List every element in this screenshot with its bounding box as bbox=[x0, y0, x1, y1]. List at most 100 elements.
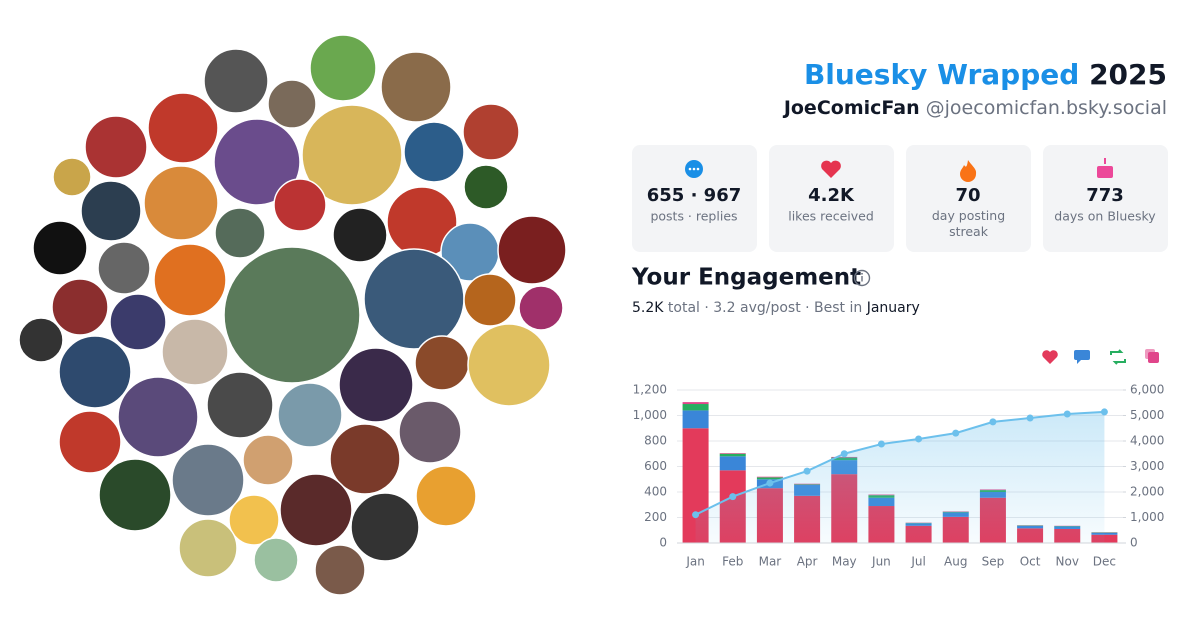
reply-icon bbox=[685, 160, 703, 178]
line-point bbox=[952, 430, 959, 437]
line-point bbox=[692, 511, 699, 518]
stat-value: 4.2K bbox=[808, 185, 855, 206]
x-tick-label: Nov bbox=[1056, 555, 1079, 569]
avatar bbox=[53, 158, 91, 196]
avatar bbox=[415, 336, 469, 390]
y2-tick-label: 4,000 bbox=[1130, 434, 1164, 448]
line-point bbox=[989, 418, 996, 425]
line-point bbox=[1101, 408, 1108, 415]
y2-tick-label: 6,000 bbox=[1130, 383, 1164, 397]
avatar bbox=[179, 519, 237, 577]
avatar bbox=[224, 247, 360, 383]
line-point bbox=[729, 493, 736, 500]
avatar bbox=[310, 35, 376, 101]
avatar bbox=[59, 411, 121, 473]
avatar bbox=[280, 474, 352, 546]
legend-repost bbox=[1111, 350, 1125, 364]
y2-tick-label: 2,000 bbox=[1130, 485, 1164, 499]
stat-label-box: day posting streak bbox=[916, 208, 1021, 244]
bar-segment bbox=[683, 404, 709, 410]
avatar bbox=[33, 221, 87, 275]
x-tick-label: Apr bbox=[797, 555, 818, 569]
avatar bbox=[85, 116, 147, 178]
bar-segment bbox=[720, 453, 746, 454]
y-tick-label: 1,000 bbox=[633, 408, 667, 422]
avatar bbox=[464, 274, 516, 326]
bar-segment bbox=[683, 410, 709, 428]
stat-value: 655 · 967 bbox=[647, 185, 742, 206]
total: 5.2K bbox=[632, 300, 664, 316]
stat-label: posts · replies bbox=[650, 209, 737, 224]
avatar bbox=[399, 401, 461, 463]
bar-segment bbox=[757, 477, 783, 479]
avatar bbox=[463, 104, 519, 160]
y-tick-label: 800 bbox=[644, 434, 667, 448]
title: Bluesky Wrapped 2025 bbox=[804, 58, 1167, 91]
avatar bbox=[339, 348, 413, 422]
line-point bbox=[878, 441, 885, 448]
avatar bbox=[204, 49, 268, 113]
stat-label: day posting streak bbox=[916, 208, 1021, 240]
avatar bbox=[19, 318, 63, 362]
summary-text: total · 3.2 avg/post · Best in bbox=[668, 300, 862, 316]
y2-tick-label: 5,000 bbox=[1130, 408, 1164, 422]
avatar bbox=[110, 294, 166, 350]
avatar bbox=[364, 249, 464, 349]
section-title: Your Engagement bbox=[631, 265, 861, 291]
avatar bbox=[207, 372, 273, 438]
avatar-collage bbox=[19, 35, 566, 595]
x-tick-label: May bbox=[832, 555, 857, 569]
avatar bbox=[154, 244, 226, 316]
avatar bbox=[333, 208, 387, 262]
summary: 5.2K total · 3.2 avg/post · Best in Janu… bbox=[632, 300, 920, 316]
avatar bbox=[278, 383, 342, 447]
line-point bbox=[766, 480, 773, 487]
x-tick-label: Mar bbox=[759, 555, 782, 569]
avatar bbox=[148, 93, 218, 163]
bar-segment bbox=[757, 477, 783, 478]
display-name: JoeComicFan bbox=[782, 97, 920, 119]
brand: Bluesky Wrapped bbox=[804, 58, 1079, 91]
avatar bbox=[243, 435, 293, 485]
x-tick-label: Aug bbox=[944, 555, 967, 569]
avatar bbox=[464, 165, 508, 209]
avatar bbox=[381, 52, 451, 122]
avatar bbox=[98, 242, 150, 294]
avatar bbox=[81, 181, 141, 241]
stat-label: days on Bluesky bbox=[1054, 209, 1156, 224]
bar-segment bbox=[720, 456, 746, 470]
avatar bbox=[162, 319, 228, 385]
y-tick-label: 0 bbox=[659, 536, 667, 550]
avatar bbox=[254, 538, 298, 582]
line-point bbox=[804, 468, 811, 475]
chart: 02004006008001,0001,20001,0002,0003,0004… bbox=[633, 383, 1165, 569]
avatar bbox=[52, 279, 108, 335]
stat-label: likes received bbox=[788, 209, 874, 224]
y-tick-label: 200 bbox=[644, 510, 667, 524]
line-point bbox=[841, 450, 848, 457]
legend bbox=[1042, 349, 1159, 364]
line-point bbox=[1027, 415, 1034, 422]
avatar bbox=[315, 545, 365, 595]
best-month: January bbox=[866, 300, 920, 316]
stat-value: 773 bbox=[1086, 185, 1124, 206]
legend-reply bbox=[1074, 350, 1090, 364]
handle: @joecomicfan.bsky.social bbox=[926, 97, 1167, 119]
stat-cards: 655 · 967 posts · replies 4.2K likes rec… bbox=[632, 145, 1168, 252]
avatar bbox=[59, 336, 131, 408]
legend-quote bbox=[1148, 352, 1159, 363]
x-tick-label: Jul bbox=[910, 555, 925, 569]
x-tick-label: Jun bbox=[871, 555, 891, 569]
avatar bbox=[118, 377, 198, 457]
avatar bbox=[416, 466, 476, 526]
legend-heart bbox=[1042, 350, 1058, 364]
year: 2025 bbox=[1089, 58, 1167, 91]
cumulative-area bbox=[696, 412, 1105, 543]
y-tick-label: 600 bbox=[644, 459, 667, 473]
profile: JoeComicFan @joecomicfan.bsky.social bbox=[782, 97, 1167, 119]
avatar bbox=[351, 493, 419, 561]
avatar bbox=[268, 80, 316, 128]
x-tick-label: Jan bbox=[685, 555, 705, 569]
avatar bbox=[519, 286, 563, 330]
